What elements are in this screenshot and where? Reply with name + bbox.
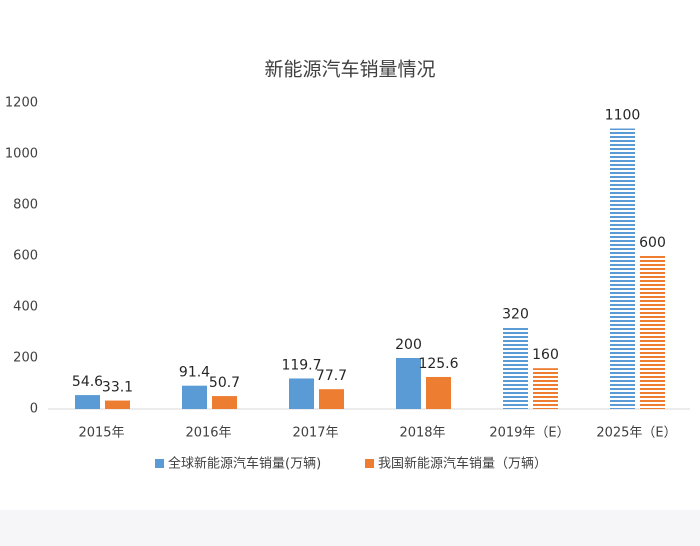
bar bbox=[289, 378, 314, 409]
value-label: 600 bbox=[639, 235, 666, 251]
y-tick-label: 800 bbox=[13, 198, 38, 213]
bar bbox=[533, 368, 558, 409]
y-tick-label: 1000 bbox=[5, 147, 38, 162]
y-tick-label: 400 bbox=[13, 300, 38, 315]
value-label: 200 bbox=[395, 337, 422, 353]
value-label: 50.7 bbox=[209, 375, 240, 391]
value-label: 33.1 bbox=[102, 380, 133, 396]
bar bbox=[319, 389, 344, 409]
chart-title: 新能源汽车销量情况 bbox=[264, 59, 435, 81]
x-tick-label: 2018年 bbox=[399, 426, 445, 441]
bar bbox=[182, 385, 207, 409]
legend-swatch bbox=[365, 459, 374, 468]
bar bbox=[503, 327, 528, 409]
bar bbox=[426, 376, 451, 409]
footer-band bbox=[0, 510, 700, 546]
x-tick-label: 2016年 bbox=[185, 426, 231, 441]
bar bbox=[610, 128, 635, 409]
y-tick-label: 600 bbox=[13, 249, 38, 264]
value-label: 125.6 bbox=[418, 356, 458, 372]
value-label: 119.7 bbox=[281, 357, 321, 373]
x-tick-label: 2025年（E） bbox=[596, 426, 676, 441]
y-tick-label: 1200 bbox=[5, 96, 38, 111]
legend-label: 全球新能源汽车销量(万辆) bbox=[168, 456, 321, 472]
legend-label: 我国新能源汽车销量（万辆） bbox=[378, 456, 547, 472]
value-label: 77.7 bbox=[316, 368, 347, 384]
legend-swatch bbox=[155, 459, 164, 468]
x-tick-label: 2019年（E） bbox=[489, 426, 569, 441]
bar bbox=[105, 400, 130, 409]
value-label: 1100 bbox=[605, 108, 641, 124]
value-label: 54.6 bbox=[72, 374, 103, 390]
x-tick-label: 2015年 bbox=[78, 426, 124, 441]
bar bbox=[75, 395, 100, 409]
x-tick-label: 2017年 bbox=[292, 426, 338, 441]
bar bbox=[212, 396, 237, 409]
value-label: 160 bbox=[532, 347, 559, 363]
value-label: 320 bbox=[502, 306, 529, 322]
y-tick-label: 200 bbox=[13, 351, 38, 366]
bar bbox=[640, 256, 665, 409]
value-label: 91.4 bbox=[179, 365, 210, 381]
bar bbox=[396, 358, 421, 409]
y-tick-label: 0 bbox=[30, 402, 38, 417]
